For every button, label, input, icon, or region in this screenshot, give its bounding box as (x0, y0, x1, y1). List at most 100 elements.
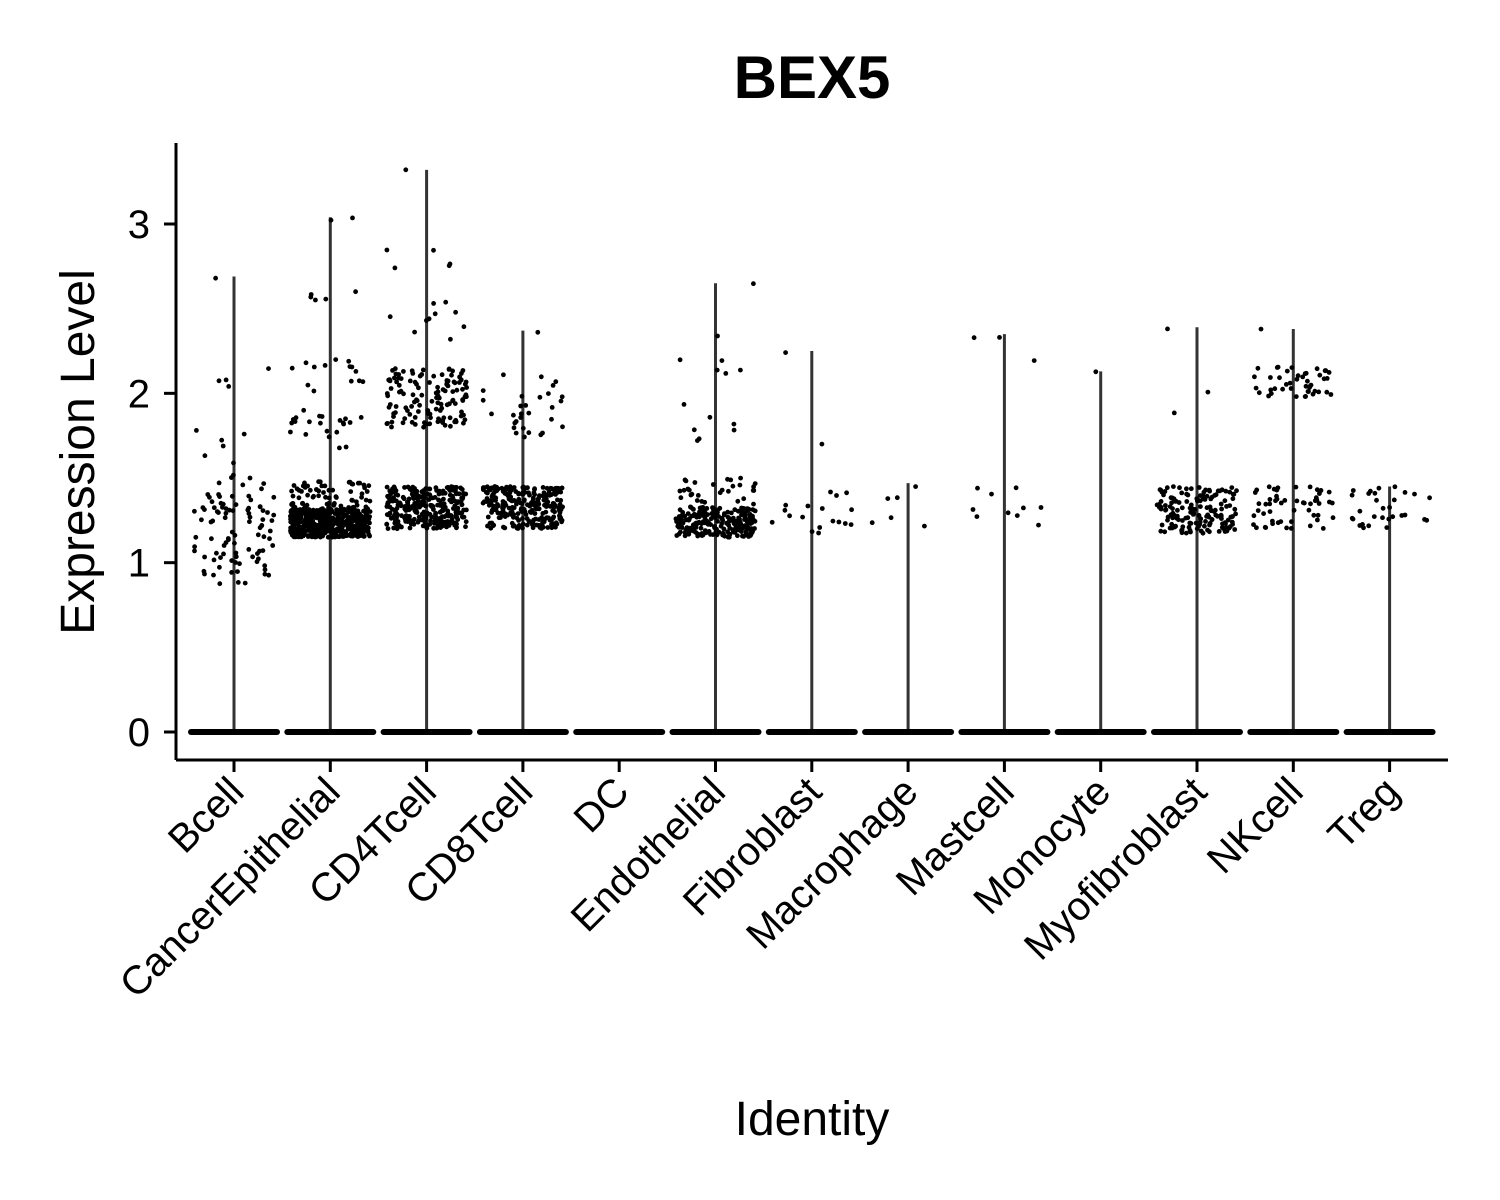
point (1171, 410, 1177, 416)
point (540, 520, 545, 525)
point (540, 485, 546, 490)
point (519, 509, 525, 514)
point (452, 380, 458, 386)
point (403, 405, 409, 411)
point (751, 281, 756, 287)
point (684, 526, 690, 532)
point (449, 493, 455, 499)
point (721, 512, 727, 518)
point (407, 525, 413, 531)
point (1263, 501, 1269, 507)
point (353, 369, 359, 374)
zero-points-Myofibroblast (1151, 729, 1243, 735)
point (538, 432, 544, 438)
point (500, 502, 506, 508)
point (364, 489, 370, 494)
point (393, 404, 399, 409)
point (555, 497, 560, 503)
point (737, 482, 743, 488)
point (695, 493, 701, 498)
point (337, 418, 343, 423)
point (1159, 522, 1165, 528)
point (433, 519, 439, 525)
point (427, 512, 433, 517)
point (270, 543, 276, 548)
point (516, 518, 521, 523)
zero-points-Monocyte (1054, 729, 1147, 735)
point (557, 508, 562, 514)
point (506, 505, 512, 511)
point (405, 499, 410, 505)
point (540, 511, 546, 516)
point (677, 507, 683, 513)
zero-points-CancerEpithelial (284, 729, 377, 735)
point (308, 294, 314, 300)
point (302, 480, 307, 486)
point (1093, 369, 1099, 375)
point (391, 495, 396, 501)
point (1232, 527, 1238, 532)
zero-points-Treg (1343, 729, 1436, 735)
point (359, 494, 364, 500)
point (347, 479, 353, 485)
point (1287, 380, 1293, 386)
point (296, 487, 302, 493)
point (676, 531, 682, 537)
zero-points-Bcell (188, 729, 280, 735)
point (1306, 389, 1311, 394)
point (1380, 505, 1386, 511)
point (747, 515, 753, 520)
point (340, 519, 345, 525)
point (730, 515, 736, 521)
point (1350, 488, 1356, 493)
point (1196, 485, 1202, 490)
point (288, 429, 293, 435)
point (735, 498, 741, 504)
point (1158, 487, 1164, 493)
point (449, 372, 454, 378)
point (402, 485, 407, 490)
point (689, 491, 695, 497)
point (1255, 365, 1261, 371)
point (431, 507, 436, 512)
point (450, 368, 455, 374)
point (1328, 392, 1334, 397)
point (698, 525, 704, 531)
point (214, 509, 220, 514)
point (494, 504, 499, 510)
point (1219, 506, 1224, 512)
point (1230, 496, 1236, 502)
point (433, 510, 438, 516)
point (695, 531, 701, 537)
point (341, 421, 346, 427)
point (291, 483, 297, 488)
point (202, 554, 208, 560)
point (1158, 504, 1164, 510)
point (341, 531, 347, 536)
point (334, 429, 340, 435)
point (293, 533, 298, 538)
point (495, 510, 501, 516)
point (552, 509, 557, 515)
point (531, 490, 537, 496)
point (302, 529, 307, 535)
point (1326, 489, 1332, 495)
point (1229, 485, 1235, 490)
point (1227, 489, 1233, 495)
point (1187, 527, 1193, 533)
point (402, 504, 408, 509)
point (220, 443, 226, 449)
point (748, 531, 754, 536)
point (1197, 493, 1203, 498)
point (1321, 376, 1327, 382)
point (217, 564, 222, 570)
point (500, 507, 506, 513)
point (848, 522, 854, 527)
point (516, 496, 522, 502)
point (1289, 519, 1294, 525)
point (350, 517, 355, 523)
point (809, 529, 815, 534)
point (199, 517, 204, 523)
point (313, 297, 318, 303)
point (1308, 501, 1313, 507)
